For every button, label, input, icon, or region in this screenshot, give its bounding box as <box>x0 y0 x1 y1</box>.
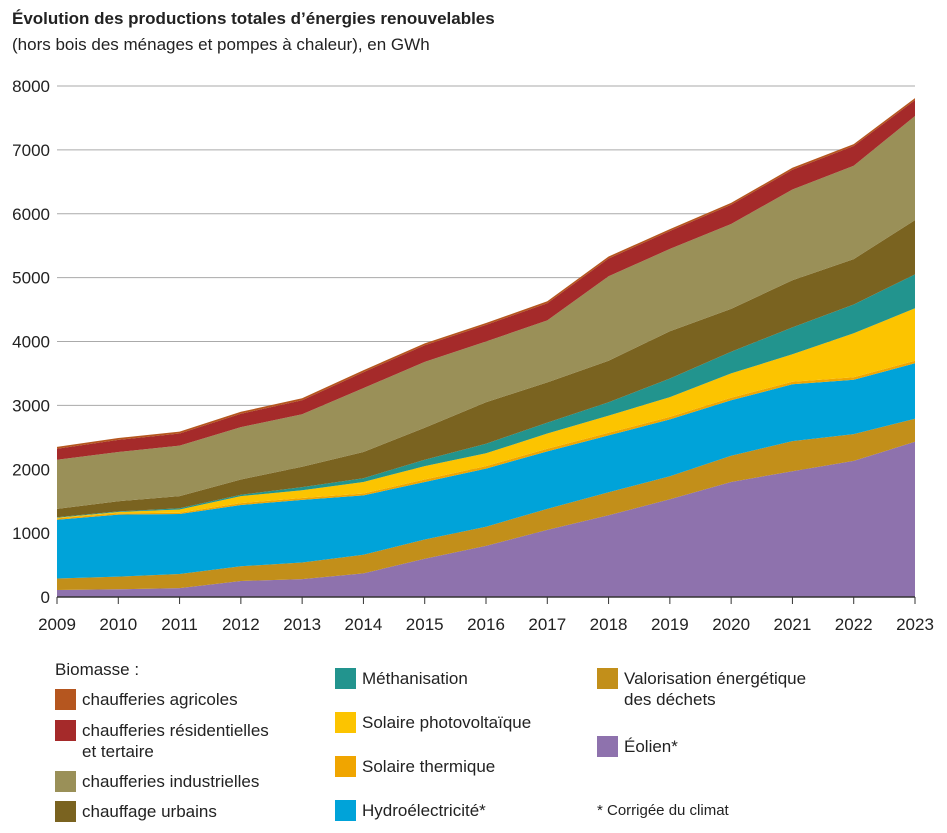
x-tick-label: 2009 <box>38 615 76 634</box>
legend-label: chaufferies résidentielles et tertaire <box>82 721 269 761</box>
y-tick-label: 1000 <box>12 524 50 543</box>
x-tick-label: 2023 <box>896 615 934 634</box>
legend-item: Solaire photovoltaïque <box>335 712 572 733</box>
legend-swatch <box>335 712 356 733</box>
x-tick-label: 2013 <box>283 615 321 634</box>
y-tick-label: 0 <box>41 588 50 607</box>
legend-swatch <box>335 756 356 777</box>
chart: Évolution des productions totales d’éner… <box>12 9 934 634</box>
legend-item: chauffage urbains <box>55 801 292 822</box>
x-tick-label: 2018 <box>590 615 628 634</box>
legend-item: chaufferies agricoles <box>55 689 292 710</box>
legend-swatch <box>55 801 76 822</box>
footnote: * Corrigée du climat <box>597 802 729 819</box>
x-tick-label: 2012 <box>222 615 260 634</box>
y-tick-label: 6000 <box>12 205 50 224</box>
area <box>57 363 915 579</box>
x-tick-label: 2014 <box>345 615 383 634</box>
legend-swatch <box>335 668 356 689</box>
y-tick-label: 7000 <box>12 141 50 160</box>
legend-label: Méthanisation <box>362 669 468 688</box>
legend-label: Hydroélectricité* <box>362 801 486 820</box>
legend-label: chauffage urbains <box>82 802 217 821</box>
chart-title: Évolution des productions totales d’éner… <box>12 9 495 28</box>
x-tick-label: 2011 <box>161 615 198 634</box>
y-tick-label: 4000 <box>12 333 50 352</box>
x-tick-label: 2021 <box>774 615 812 634</box>
y-tick-label: 8000 <box>12 77 50 96</box>
legend-item: chaufferies industrielles <box>55 771 292 792</box>
legend-label: Solaire thermique <box>362 757 496 776</box>
legend-swatch <box>597 736 618 757</box>
area <box>57 441 915 597</box>
legend-label: chaufferies agricoles <box>82 690 238 709</box>
x-tick-label: 2020 <box>712 615 750 634</box>
x-tick-label: 2015 <box>406 615 444 634</box>
legend-group: Biomasse : <box>55 660 140 679</box>
legend-item: Solaire thermique <box>335 756 572 777</box>
legend-item: Valorisation énergétique des déchets <box>597 668 834 710</box>
y-tick-label: 5000 <box>12 269 50 288</box>
legend-item: chaufferies résidentielles et tertaire <box>55 720 287 762</box>
y-tick-label: 2000 <box>12 460 50 479</box>
legend-label: Valorisation énergétique des déchets <box>624 669 807 709</box>
legend-item: Éolien* <box>597 736 834 757</box>
legend-label: Éolien* <box>624 737 678 756</box>
legend-swatch <box>55 771 76 792</box>
x-tick-label: 2017 <box>528 615 566 634</box>
legend-label: chaufferies industrielles <box>82 772 260 791</box>
legend-item: Méthanisation <box>335 668 572 689</box>
legend-swatch <box>55 689 76 710</box>
x-tick-label: 2019 <box>651 615 689 634</box>
legend-swatch <box>597 668 618 689</box>
x-tick-label: 2016 <box>467 615 505 634</box>
legend-swatch <box>335 800 356 821</box>
legend-swatch <box>55 720 76 741</box>
chart-subtitle: (hors bois des ménages et pompes à chale… <box>12 35 430 54</box>
legend-label: Solaire photovoltaïque <box>362 713 532 732</box>
legend-item: Hydroélectricité* <box>335 800 572 821</box>
x-tick-label: 2010 <box>99 615 137 634</box>
x-tick-label: 2022 <box>835 615 873 634</box>
y-tick-label: 3000 <box>12 396 50 415</box>
area <box>57 116 915 509</box>
